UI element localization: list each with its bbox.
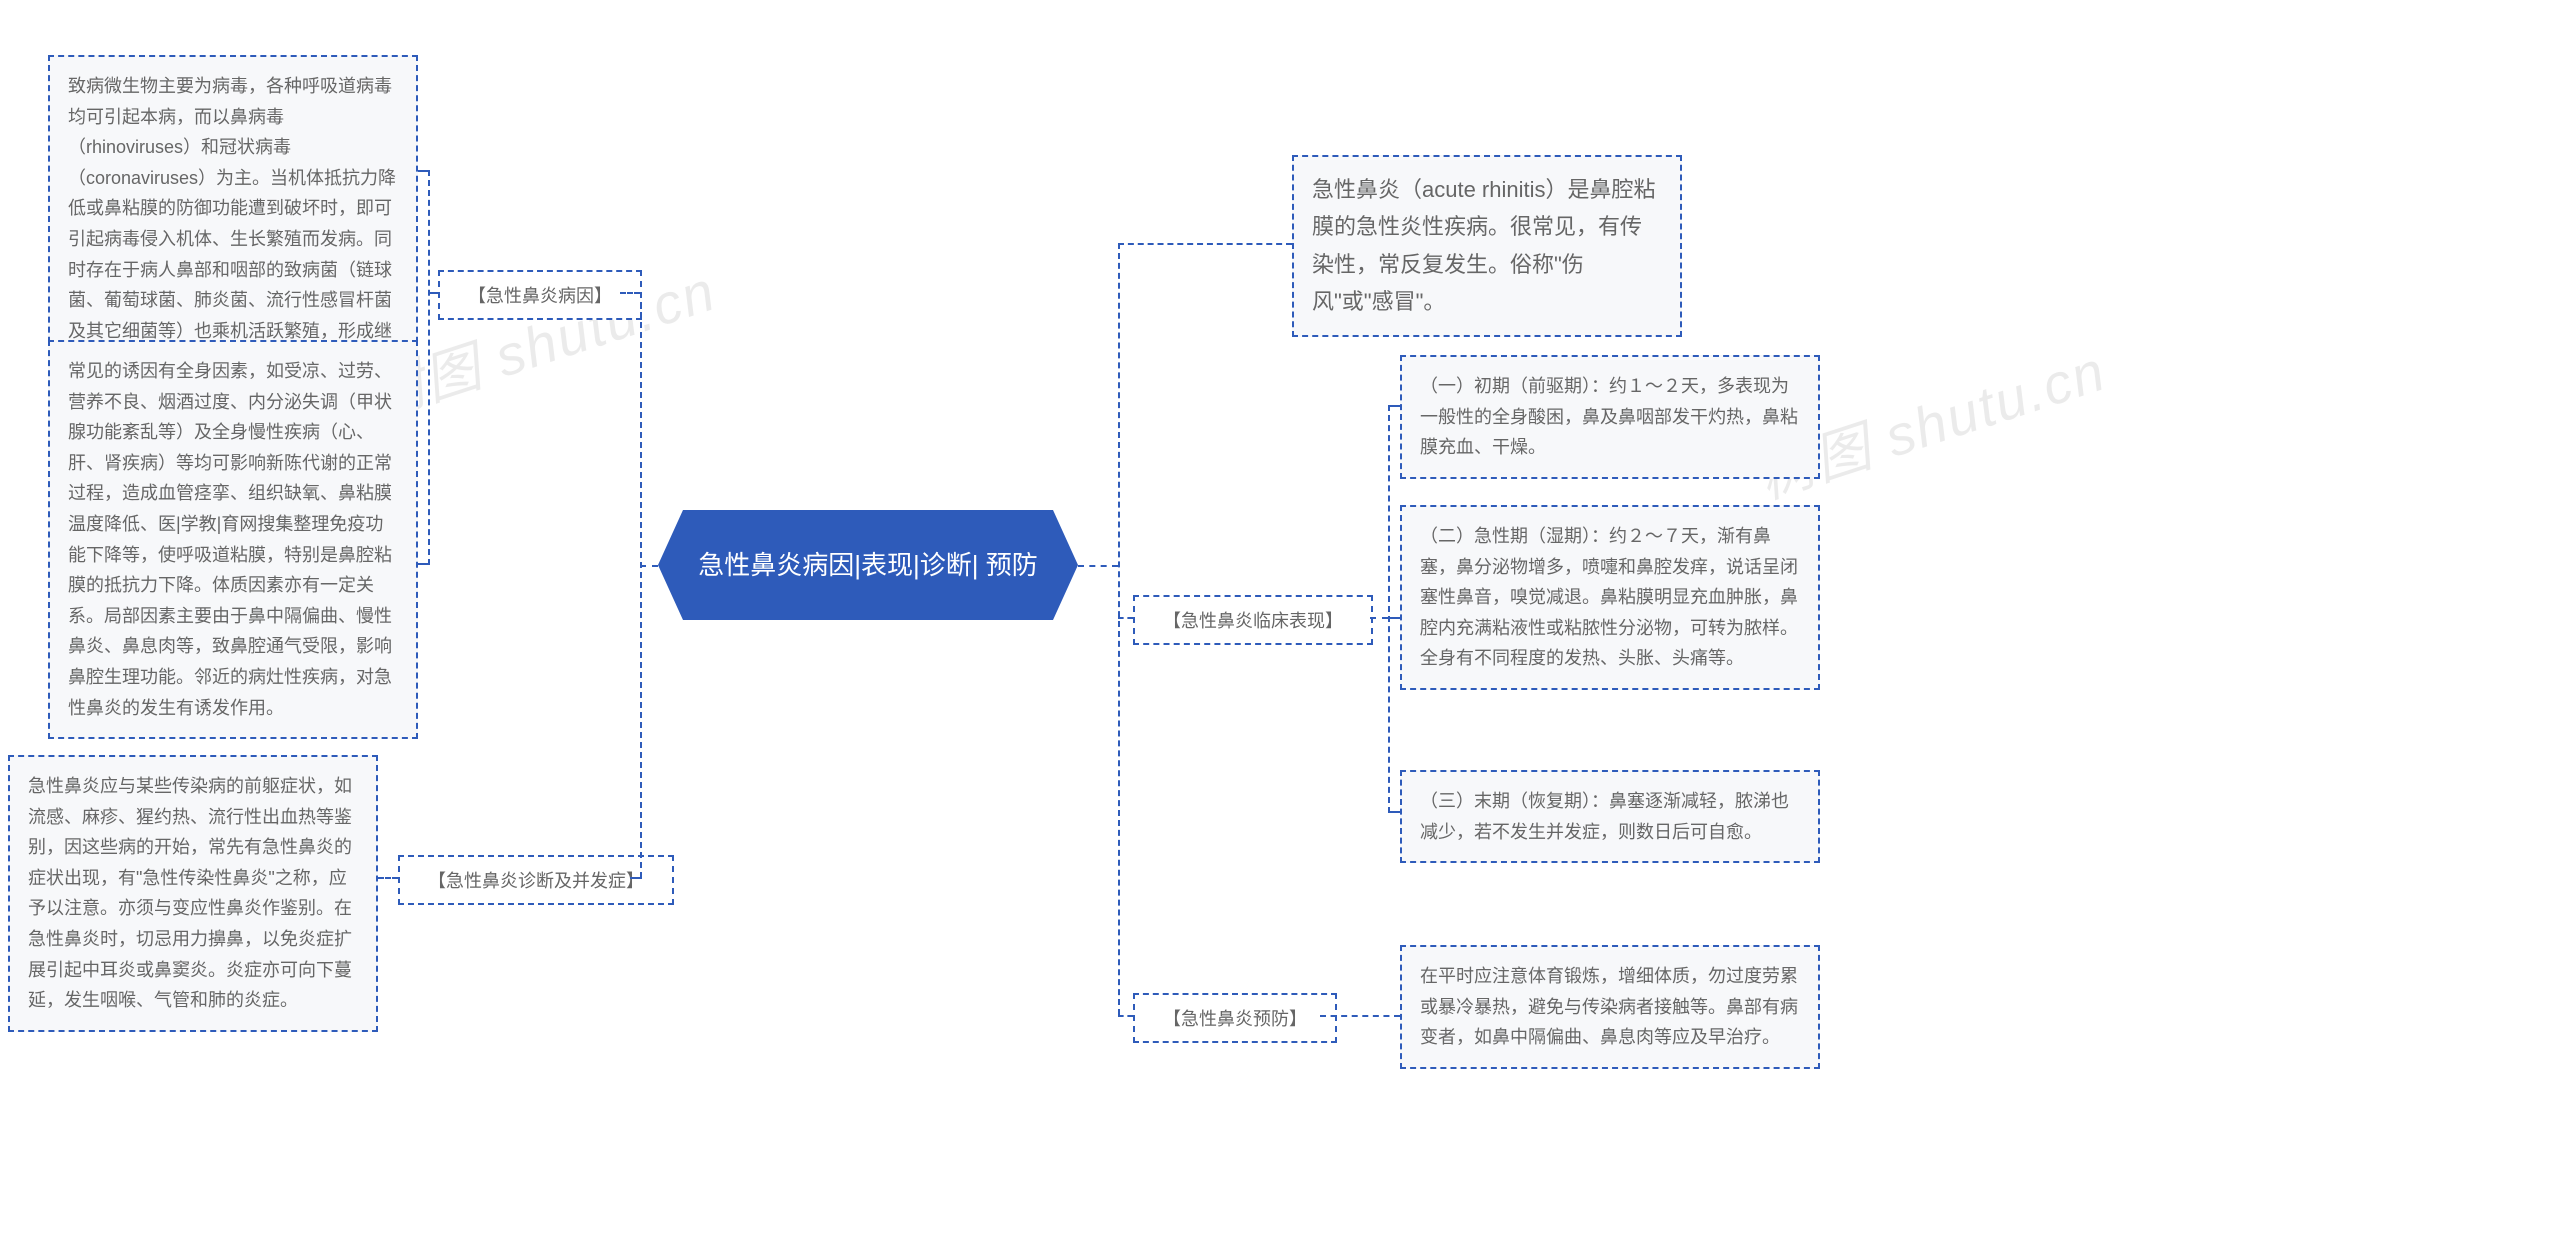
conn-left-vert	[640, 292, 642, 878]
branch-prevent: 【急性鼻炎预防】	[1133, 993, 1337, 1043]
leaf-intro: 急性鼻炎（acute rhinitis）是鼻腔粘膜的急性炎性疾病。很常见，有传染…	[1292, 155, 1682, 337]
conn-clin-l3	[1388, 811, 1400, 813]
leaf-cause-2: 常见的诱因有全身因素，如受凉、过劳、营养不良、烟酒过度、内分泌失调（甲状腺功能紊…	[48, 340, 418, 739]
conn-to-cause	[620, 292, 640, 294]
conn-root-right	[1078, 565, 1118, 567]
conn-right-vert	[1118, 243, 1120, 1015]
leaf-diag: 急性鼻炎应与某些传染病的前躯症状，如流感、麻疹、猩约热、流行性出血热等鉴别，因这…	[8, 755, 378, 1032]
leaf-clinical-1: （一）初期（前驱期）：约１～２天，多表现为一般性的全身酸困，鼻及鼻咽部发干灼热，…	[1400, 355, 1820, 479]
leaf-prevent: 在平时应注意体育锻炼，增细体质，勿过度劳累或暴冷暴热，避免与传染病者接触等。鼻部…	[1400, 945, 1820, 1069]
conn-cause-leaf1	[418, 170, 428, 172]
branch-clinical: 【急性鼻炎临床表现】	[1133, 595, 1373, 645]
conn-cause-leaf2	[418, 563, 428, 565]
conn-diag-leaf	[378, 877, 398, 879]
conn-clin-l2	[1388, 617, 1400, 619]
conn-prevent-leaf	[1320, 1015, 1400, 1017]
conn-root-left	[640, 565, 658, 567]
conn-to-intro	[1118, 243, 1292, 245]
conn-clinical-vert	[1388, 405, 1390, 813]
conn-to-diag	[630, 877, 642, 879]
leaf-clinical-3: （三）末期（恢复期）：鼻塞逐渐减轻，脓涕也减少，若不发生并发症，则数日后可自愈。	[1400, 770, 1820, 863]
branch-cause: 【急性鼻炎病因】	[438, 270, 642, 320]
branch-diag: 【急性鼻炎诊断及并发症】	[398, 855, 674, 905]
conn-clinical-out	[1370, 617, 1388, 619]
conn-clin-l1	[1388, 405, 1400, 407]
conn-to-clinical	[1118, 617, 1133, 619]
leaf-clinical-2: （二）急性期（湿期）：约２～７天，渐有鼻塞，鼻分泌物增多，喷嚏和鼻腔发痒，说话呈…	[1400, 505, 1820, 690]
conn-cause-vert	[428, 170, 430, 565]
root-node: 急性鼻炎病因|表现|诊断| 预防	[658, 510, 1078, 620]
conn-to-prevent	[1118, 1015, 1133, 1017]
